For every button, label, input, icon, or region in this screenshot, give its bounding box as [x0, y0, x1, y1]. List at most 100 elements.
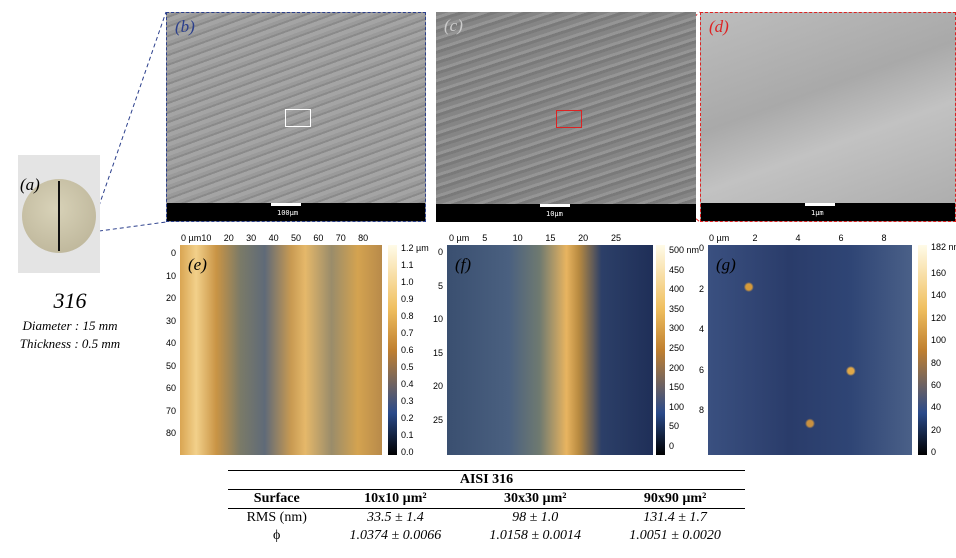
afm-map — [708, 245, 912, 455]
colorbar-tick-label: 0 — [931, 447, 937, 457]
x-tick-label: 0 µm — [709, 233, 730, 243]
scale-label: 10µm — [540, 204, 570, 218]
colorbar-tick-label: 350 — [669, 303, 685, 314]
colorbar-tick-label: 150 — [669, 382, 685, 393]
afm-map — [447, 245, 653, 455]
x-tick-label: 6 — [838, 233, 844, 243]
y-tick-label: 15 — [432, 347, 443, 358]
colorbar-tick-label: 100 — [931, 335, 947, 346]
y-tick-label: 30 — [165, 315, 176, 326]
sem-image: (b) 100µm — [166, 12, 426, 222]
sample-photo — [18, 155, 100, 273]
table-header: 10x10 µm² — [364, 491, 427, 506]
y-tick-label: 5 — [437, 280, 443, 291]
y-tick-label: 8 — [698, 405, 704, 415]
colorbar-tick-label: 0.5 — [401, 362, 414, 372]
panel-label: (g) — [716, 255, 736, 274]
colorbar-tick-label: 300 — [669, 323, 685, 334]
x-tick-label: 0 µm — [449, 233, 470, 243]
x-tick-label: 2 — [752, 233, 758, 243]
y-tick-label: 60 — [165, 383, 176, 393]
table-header: 90x90 µm² — [643, 491, 707, 506]
x-tick-label: 5 — [482, 233, 488, 243]
y-tick-label: 10 — [432, 314, 443, 325]
row-label: ϕ — [273, 528, 281, 543]
y-tick-label: 0 — [698, 243, 704, 253]
x-tick-label: 50 — [290, 233, 302, 243]
table-cell: 131.4 ± 1.7 — [643, 510, 707, 525]
colorbar-tick-label: 0.1 — [401, 430, 414, 440]
colorbar-tick-label: 182 nm — [931, 242, 956, 252]
colorbar — [656, 245, 665, 455]
table-title: AISI 316 — [459, 472, 514, 487]
x-tick-label: 30 — [246, 233, 257, 243]
x-tick-label: 20 — [223, 233, 234, 243]
panel-label: (f) — [455, 255, 472, 274]
x-tick-label: 20 — [578, 233, 589, 243]
sem-image: (d) 1µm — [700, 12, 956, 222]
colorbar-tick-label: 0.6 — [401, 345, 414, 355]
roughness-table: AISI 316 Surface 10x10 µm² 30x30 µm² 90x… — [228, 470, 745, 545]
table-cell: 1.0374 ± 0.0066 — [349, 528, 442, 543]
colorbar — [918, 245, 927, 455]
colorbar-tick-label: 1.2 µm — [401, 243, 429, 253]
thickness: Thickness : 0.5 mm — [19, 336, 121, 351]
colorbar-tick-label: 60 — [931, 379, 942, 390]
table-header: Surface — [253, 491, 300, 506]
colorbar-tick-label: 500 nm — [669, 245, 700, 255]
y-tick-label: 2 — [698, 283, 704, 294]
colorbar-tick-label: 0.8 — [401, 311, 414, 321]
x-tick-label: 40 — [268, 233, 279, 243]
x-tick-label: 70 — [335, 233, 346, 243]
colorbar-tick-label: 1.0 — [401, 277, 414, 287]
y-tick-label: 25 — [432, 415, 443, 425]
y-tick-label: 10 — [165, 270, 176, 281]
panel-label: (d) — [709, 17, 729, 36]
afm-map — [180, 245, 382, 455]
y-tick-label: 50 — [165, 360, 176, 371]
colorbar-tick-label: 0 — [669, 441, 675, 451]
colorbar-tick-label: 250 — [669, 343, 685, 353]
table-cell: 98 ± 1.0 — [512, 510, 559, 525]
diameter: Diameter : 15 mm — [22, 318, 118, 333]
y-tick-label: 20 — [432, 381, 443, 392]
table-cell: 33.5 ± 1.4 — [367, 510, 424, 525]
y-tick-label: 20 — [165, 293, 176, 303]
colorbar-tick-label: 50 — [669, 421, 680, 432]
row-label: RMS (nm) — [246, 510, 307, 525]
colorbar-tick-label: 400 — [669, 284, 685, 295]
x-tick-label: 10 — [512, 233, 523, 243]
y-tick-label: 0 — [437, 247, 443, 257]
colorbar-tick-label: 1.1 — [401, 260, 414, 270]
panel-label: (a) — [20, 175, 40, 194]
panel-label: (c) — [444, 16, 463, 35]
colorbar-tick-label: 120 — [931, 312, 947, 323]
y-tick-label: 4 — [698, 324, 704, 334]
colorbar-tick-label: 200 — [669, 362, 685, 373]
colorbar-tick-label: 0.7 — [401, 328, 414, 338]
colorbar-tick-label: 160 — [931, 268, 947, 278]
x-tick-label: 4 — [795, 233, 801, 243]
colorbar-tick-label: 0.9 — [401, 294, 414, 304]
colorbar — [388, 245, 397, 455]
panel-label: (b) — [175, 17, 195, 36]
colorbar-tick-label: 20 — [931, 424, 942, 435]
colorbar-tick-label: 450 — [669, 264, 685, 275]
panel-label: (e) — [188, 255, 207, 274]
y-tick-label: 80 — [165, 428, 176, 438]
colorbar-tick-label: 140 — [931, 290, 947, 301]
table-cell: 1.0051 ± 0.0020 — [629, 528, 721, 543]
scale-label: 1µm — [805, 203, 835, 217]
sem-image: (c) 10µm — [436, 12, 696, 222]
colorbar-tick-label: 0.4 — [401, 379, 414, 389]
x-tick-label: 0 µm — [181, 233, 202, 243]
x-tick-label: 15 — [545, 233, 556, 243]
colorbar-tick-label: 0.2 — [401, 413, 414, 423]
x-tick-label: 8 — [881, 233, 887, 243]
y-tick-label: 0 — [170, 248, 176, 258]
y-tick-label: 6 — [698, 364, 704, 375]
colorbar-tick-label: 100 — [669, 401, 685, 412]
x-tick-label: 80 — [358, 233, 369, 243]
colorbar-tick-label: 0.0 — [401, 447, 414, 457]
